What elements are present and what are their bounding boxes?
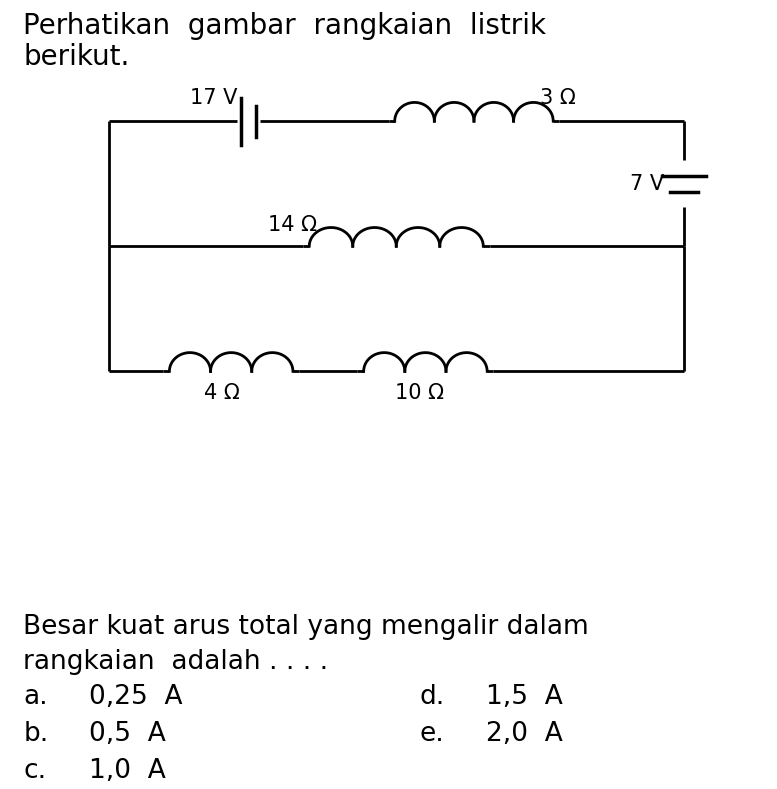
Text: 1,5  A: 1,5 A: [486, 684, 563, 710]
Text: 17 V: 17 V: [190, 88, 237, 108]
Text: c.: c.: [23, 757, 47, 783]
Text: berikut.: berikut.: [23, 43, 130, 71]
Text: rangkaian  adalah . . . .: rangkaian adalah . . . .: [23, 649, 329, 675]
Text: 3 Ω: 3 Ω: [540, 88, 576, 108]
Text: 2,0  A: 2,0 A: [486, 721, 563, 747]
Text: 0,5  A: 0,5 A: [89, 721, 166, 747]
Text: d.: d.: [420, 684, 444, 710]
Text: e.: e.: [420, 721, 444, 747]
Text: 4 Ω: 4 Ω: [204, 383, 239, 403]
Text: b.: b.: [23, 721, 48, 747]
Text: Besar kuat arus total yang mengalir dalam: Besar kuat arus total yang mengalir dala…: [23, 614, 589, 640]
Text: 0,25  A: 0,25 A: [89, 684, 183, 710]
Text: 7 V: 7 V: [630, 174, 664, 194]
Text: 1,0  A: 1,0 A: [89, 757, 166, 783]
Text: a.: a.: [23, 684, 48, 710]
Text: 10 Ω: 10 Ω: [395, 383, 444, 403]
Text: 14 Ω: 14 Ω: [268, 215, 317, 234]
Text: Perhatikan  gambar  rangkaian  listrik: Perhatikan gambar rangkaian listrik: [23, 12, 546, 39]
